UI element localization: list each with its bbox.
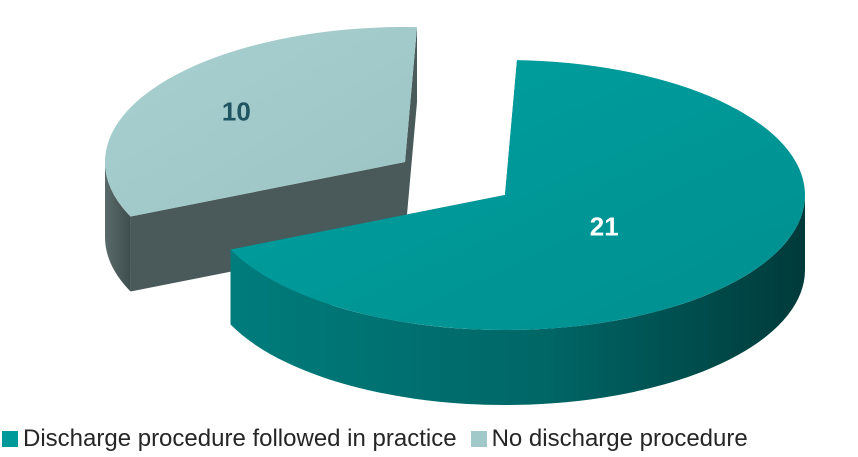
slice-edge-face [130, 162, 405, 292]
pie-slice-no-discharge [104, 26, 417, 292]
slice-edge-face [405, 27, 417, 237]
data-label-no-discharge: 10 [222, 96, 251, 126]
slice-top-face [104, 26, 417, 217]
legend: Discharge procedure followed in practice… [0, 424, 858, 454]
slice-top-face [230, 60, 806, 331]
legend-label-discharge-followed: Discharge procedure followed in practice [23, 425, 457, 452]
data-label-discharge-followed: 21 [590, 211, 619, 241]
legend-swatch-no-discharge [470, 431, 487, 447]
pie-slice-discharge-followed [230, 60, 806, 406]
legend-item-no-discharge: No discharge procedure [470, 425, 748, 453]
legend-label-no-discharge: No discharge procedure [491, 425, 748, 452]
slice-side-wall [230, 195, 805, 406]
legend-item-discharge-followed: Discharge procedure followed in practice [2, 425, 457, 453]
legend-swatch-discharge-followed [2, 431, 18, 447]
slice-side-wall [105, 162, 131, 292]
